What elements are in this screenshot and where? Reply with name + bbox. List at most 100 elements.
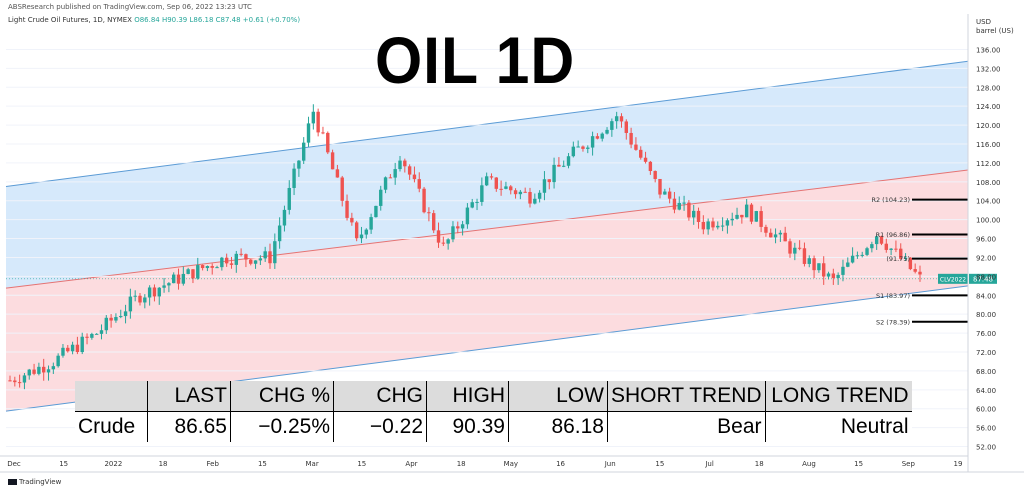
candle-body (725, 220, 730, 226)
x-tick-label: Sep (902, 460, 916, 468)
candle-body (894, 248, 898, 250)
tradingview-logo-icon (8, 479, 17, 485)
candle-body (494, 177, 498, 189)
candle-body (123, 311, 128, 317)
cell-long-trend: Neutral (764, 411, 912, 442)
symbol-tag-label: CLV2022 (940, 276, 966, 283)
pivot-level-label: R1 (96.86) (876, 231, 910, 239)
y-tick-label: 112.00 (976, 160, 1001, 168)
y-tick-label: 52.00 (976, 444, 996, 452)
candle-body (369, 217, 373, 230)
symbol-line: Light Crude Oil Futures, 1D, NYMEX O86.8… (8, 16, 300, 24)
candle-body (865, 248, 869, 255)
candle-body (268, 251, 272, 264)
candle-body (17, 382, 22, 384)
candle-body (547, 179, 551, 183)
candle-body (186, 269, 190, 274)
pivot-level-label: R2 (104.23) (871, 196, 910, 204)
candle-body (590, 136, 595, 148)
chart-title: OIL 1D (375, 23, 576, 97)
candle-body (672, 198, 677, 210)
candle-body (749, 204, 754, 222)
header-low: LOW (508, 381, 608, 412)
candle-body (701, 221, 706, 230)
ohlc-values: O86.84 H90.39 L86.18 C87.48 +0.61 (+0.70… (134, 16, 301, 24)
candle-body (759, 211, 763, 227)
candle-body (557, 164, 561, 167)
candle-body (152, 287, 157, 297)
candle-body (263, 251, 267, 259)
candle-body (470, 202, 474, 208)
x-tick-label: 15 (59, 460, 68, 468)
candle-body (769, 232, 773, 238)
candle-body (846, 262, 850, 267)
candle-body (379, 189, 383, 206)
candle-body (841, 266, 845, 275)
cell-low: 86.18 (508, 411, 608, 442)
candle-body (128, 296, 133, 312)
candle-body (855, 255, 860, 257)
candle-body (484, 176, 489, 186)
y-tick-label: 120.00 (976, 122, 1001, 130)
candle-body (436, 230, 441, 243)
header-last: LAST (147, 381, 231, 412)
candle-body (215, 267, 219, 269)
last-price-tag (969, 273, 997, 284)
y-tick-label: 72.00 (976, 349, 996, 357)
candle-body (316, 111, 320, 133)
candle-body (677, 202, 681, 210)
candle-body (730, 218, 734, 221)
cell-high: 90.39 (426, 411, 509, 442)
candle-body (566, 156, 571, 166)
candle-body (90, 333, 94, 338)
candle-body (605, 129, 609, 134)
quote-table-header: LAST CHG % CHG HIGH LOW SHORT TREND LONG… (75, 381, 912, 412)
candle-body (70, 344, 75, 352)
candle-body (374, 205, 378, 218)
x-tick-label: 18 (755, 460, 764, 468)
candle-body (783, 232, 787, 242)
candle-body (682, 202, 686, 204)
candle-body (740, 214, 744, 218)
candle-body (523, 191, 527, 193)
cell-chg: −0.22 (333, 411, 427, 442)
candle-body (754, 211, 758, 222)
candle-body (533, 198, 537, 204)
x-tick-label: Jun (604, 460, 616, 468)
candle-body (282, 209, 287, 226)
candle-body (711, 221, 715, 228)
candle-body (595, 136, 600, 139)
candle-body (562, 165, 566, 167)
candle-body (114, 317, 118, 321)
candle-body (167, 283, 171, 286)
candle-body (793, 247, 797, 254)
price-unit: USD barrel (US) (976, 18, 1014, 36)
y-tick-label: 104.00 (976, 198, 1001, 206)
y-tick-label: 136.00 (976, 46, 1001, 54)
candle-body (817, 263, 821, 271)
candle-body (147, 287, 152, 298)
candle-body (277, 225, 282, 242)
candle-body (899, 248, 903, 259)
candle-body (205, 266, 210, 269)
candle-body (80, 336, 84, 353)
candle-body (456, 226, 460, 229)
y-tick-label: 92.00 (976, 254, 996, 262)
candle-body (234, 253, 238, 265)
header-chg: CHG (333, 381, 427, 412)
candle-body (354, 222, 359, 239)
candle-body (398, 160, 402, 170)
quote-table: LAST CHG % CHG HIGH LOW SHORT TREND LONG… (75, 381, 912, 442)
candle-body (499, 188, 503, 190)
candle-body (850, 255, 855, 263)
unit-currency: USD (976, 18, 991, 26)
candle-body (85, 336, 89, 338)
candle-body (273, 241, 277, 264)
candle-body (330, 152, 335, 170)
y-tick-label: 108.00 (976, 179, 1001, 187)
candle-body (764, 226, 768, 233)
header-high: HIGH (426, 381, 509, 412)
candle-body (735, 214, 739, 219)
candle-body (287, 187, 291, 210)
